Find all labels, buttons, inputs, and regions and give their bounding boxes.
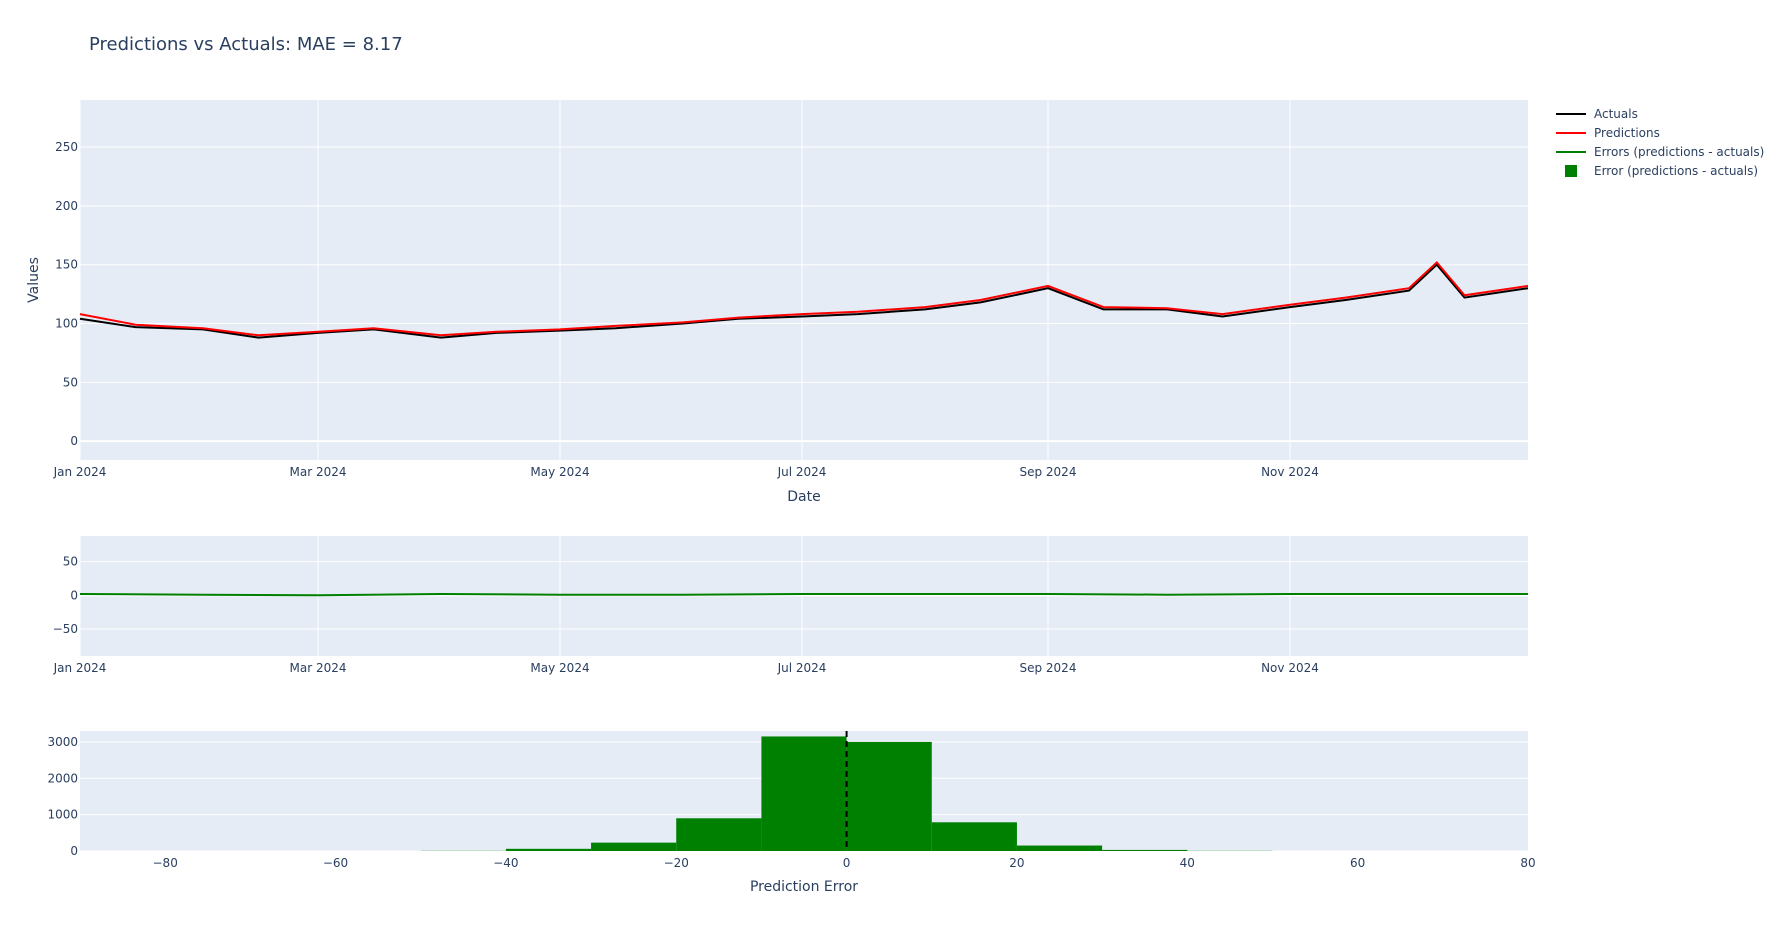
histogram-panel: −80 −60 −40 −20 0 20 40 60 80 0 1000 2000 3000 Pred… [47, 731, 1536, 895]
histogram-x-tick-label: 20 [1009, 856, 1024, 870]
histogram-bar[interactable] [505, 848, 592, 851]
legend-label: Actuals [1594, 107, 1638, 121]
timeseries-panel: Jan 2024 Mar 2024 May 2024 Jul 2024 Sep 2024… [26, 100, 1529, 505]
timeseries-y-tick-label: 100 [55, 317, 78, 331]
timeseries-x-tick-label: Jan 2024 [53, 465, 107, 479]
error-series-panel: Jan 2024 Mar 2024 May 2024 Jul 2024 Sep 2024… [53, 536, 1528, 675]
histogram-x-tick-label: −40 [493, 856, 518, 870]
histogram-y-tick-label: 0 [70, 844, 78, 858]
histogram-x-tick-label: 60 [1350, 856, 1365, 870]
histogram-x-tick-label: −80 [153, 856, 178, 870]
error-y-tick-label: 0 [70, 588, 78, 602]
histogram-y-tick-label: 1000 [47, 808, 78, 822]
legend-item[interactable]: Predictions [1556, 126, 1660, 140]
error-y-tick-label: −50 [53, 622, 78, 636]
histogram-bar[interactable] [1102, 849, 1188, 851]
error-x-tick-label: Sep 2024 [1019, 661, 1076, 675]
legend-item[interactable]: Actuals [1556, 107, 1638, 121]
histogram-x-tick-label: 80 [1520, 856, 1535, 870]
timeseries-plot-area [80, 100, 1528, 460]
timeseries-x-tick-label: Mar 2024 [290, 465, 347, 479]
series-line-actuals[interactable] [79, 263, 1529, 339]
timeseries-y-tick-label: 250 [55, 140, 78, 154]
histogram-y-tick-label: 3000 [47, 735, 78, 749]
legend-label: Predictions [1594, 126, 1660, 140]
histogram-x-tick-label: 40 [1180, 856, 1195, 870]
histogram-bar[interactable] [931, 822, 1017, 851]
error-x-tick-label: May 2024 [530, 661, 589, 675]
series-line-predictions[interactable] [79, 260, 1529, 337]
histogram-bar[interactable] [761, 736, 847, 851]
legend-item[interactable]: Error (predictions - actuals) [1565, 164, 1758, 178]
error-y-tick-label: 50 [63, 555, 78, 569]
histogram-bar[interactable] [846, 741, 932, 851]
histogram-x-axis-title: Prediction Error [750, 879, 858, 895]
histogram-bar[interactable] [676, 818, 762, 851]
legend-swatch [1565, 165, 1577, 177]
error-x-tick-label: Jul 2024 [777, 661, 827, 675]
legend-label: Error (predictions - actuals) [1594, 164, 1758, 178]
histogram-x-tick-label: −60 [323, 856, 348, 870]
legend-label: Errors (predictions - actuals) [1594, 145, 1764, 159]
histogram-bar[interactable] [591, 842, 677, 851]
histogram-x-tick-label: −20 [664, 856, 689, 870]
chart-title: Predictions vs Actuals: MAE = 8.17 [89, 34, 403, 55]
timeseries-y-tick-label: 200 [55, 199, 78, 213]
timeseries-y-axis-title: Values [26, 257, 42, 303]
timeseries-x-tick-label: Nov 2024 [1261, 465, 1319, 479]
error-x-tick-label: Mar 2024 [290, 661, 347, 675]
timeseries-x-tick-label: May 2024 [530, 465, 589, 479]
timeseries-x-axis-title: Date [787, 489, 820, 505]
timeseries-x-tick-label: Sep 2024 [1019, 465, 1076, 479]
histogram-y-tick-label: 2000 [47, 771, 78, 785]
timeseries-y-tick-label: 0 [70, 434, 78, 448]
timeseries-y-tick-label: 50 [63, 375, 78, 389]
legend[interactable]: Actuals Predictions Errors (predictions - … [1556, 107, 1764, 178]
histogram-bar[interactable] [1016, 845, 1103, 851]
error-x-tick-label: Nov 2024 [1261, 661, 1319, 675]
histogram-x-tick-label: 0 [843, 856, 851, 870]
legend-item[interactable]: Errors (predictions - actuals) [1556, 145, 1764, 159]
timeseries-y-tick-label: 150 [55, 258, 78, 272]
timeseries-x-tick-label: Jul 2024 [777, 465, 827, 479]
error-x-tick-label: Jan 2024 [53, 661, 107, 675]
series-line-errors[interactable] [79, 592, 1528, 597]
